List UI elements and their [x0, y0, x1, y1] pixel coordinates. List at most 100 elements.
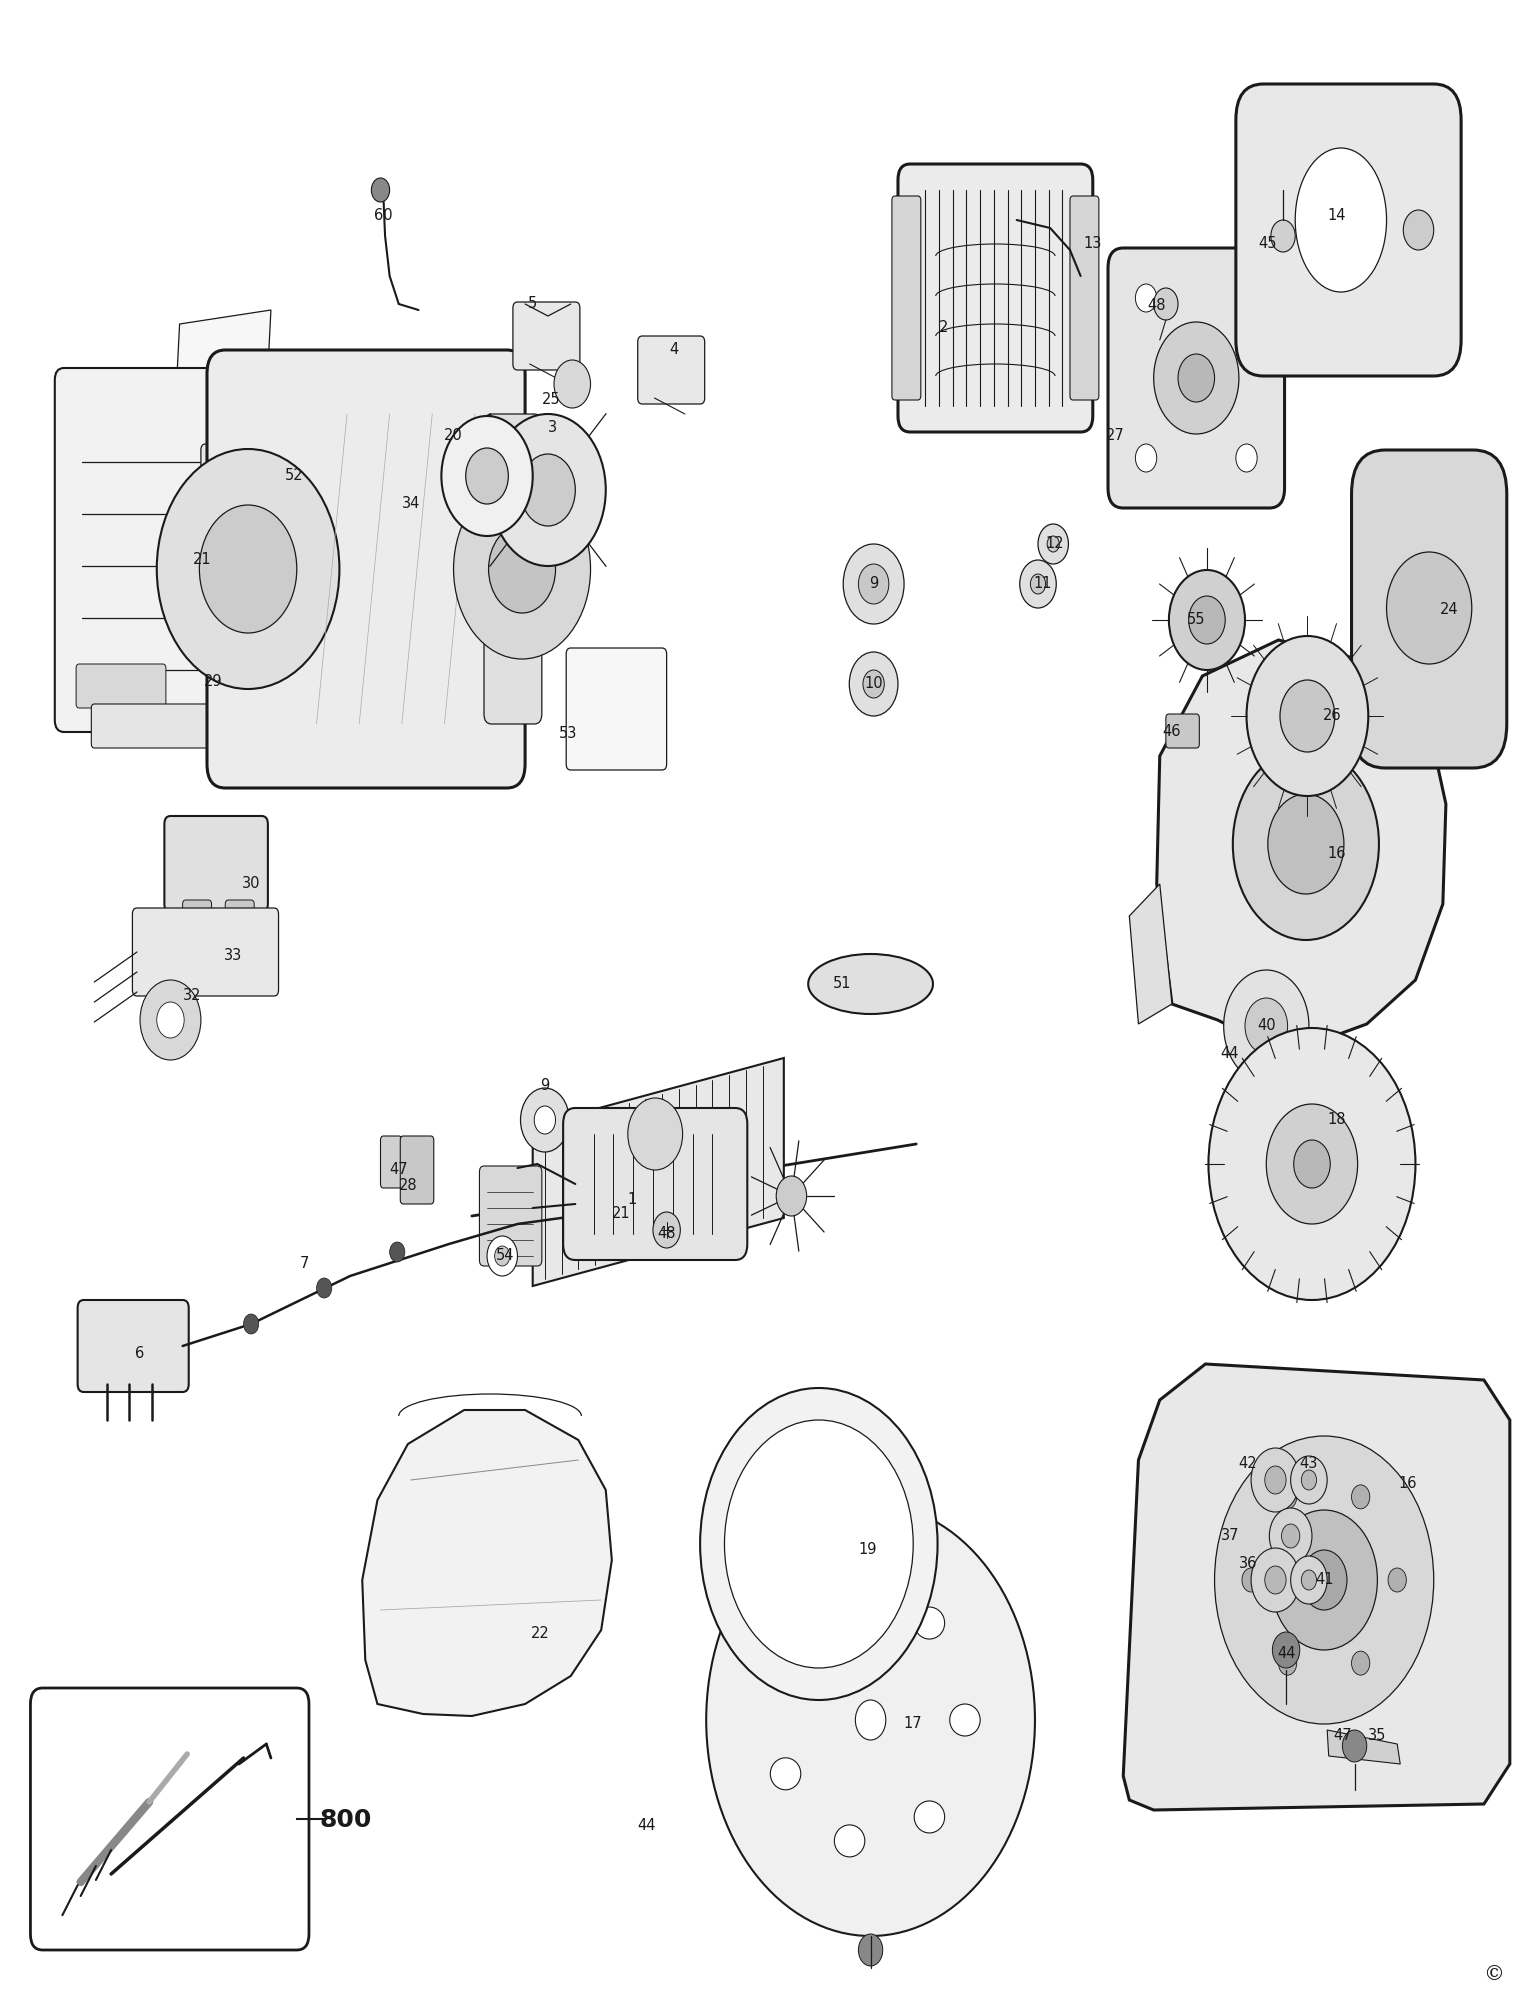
Polygon shape — [1327, 1730, 1400, 1764]
Circle shape — [1020, 560, 1056, 608]
Circle shape — [1215, 1436, 1434, 1724]
Text: 34: 34 — [402, 496, 420, 512]
Ellipse shape — [770, 1650, 801, 1682]
Circle shape — [534, 1106, 556, 1134]
Circle shape — [140, 980, 201, 1060]
Circle shape — [629, 1098, 682, 1170]
FancyBboxPatch shape — [183, 900, 212, 932]
Text: 20: 20 — [444, 428, 463, 444]
Circle shape — [1265, 1566, 1286, 1594]
Circle shape — [863, 670, 884, 698]
FancyBboxPatch shape — [78, 1300, 189, 1392]
Circle shape — [1233, 748, 1379, 940]
Text: 41: 41 — [1315, 1572, 1333, 1588]
FancyBboxPatch shape — [563, 1108, 747, 1260]
Text: 800: 800 — [320, 1808, 371, 1832]
Circle shape — [724, 1420, 913, 1668]
FancyBboxPatch shape — [132, 908, 279, 996]
Text: 35: 35 — [1368, 1728, 1387, 1744]
FancyBboxPatch shape — [1352, 450, 1507, 768]
Circle shape — [1301, 1470, 1317, 1490]
FancyBboxPatch shape — [164, 816, 268, 912]
Text: 51: 51 — [833, 976, 851, 992]
FancyBboxPatch shape — [55, 368, 222, 732]
Circle shape — [1278, 1652, 1297, 1676]
Circle shape — [1388, 1568, 1406, 1592]
Text: 3: 3 — [548, 420, 557, 436]
Circle shape — [1291, 1556, 1327, 1604]
Circle shape — [1387, 552, 1472, 664]
Text: 46: 46 — [1163, 724, 1181, 740]
Circle shape — [554, 360, 591, 408]
Circle shape — [317, 1278, 332, 1298]
Text: 6: 6 — [135, 1346, 145, 1362]
Ellipse shape — [915, 1608, 945, 1640]
Circle shape — [1135, 444, 1157, 472]
Text: 14: 14 — [1327, 208, 1345, 224]
Text: 26: 26 — [1323, 708, 1341, 724]
Circle shape — [1224, 970, 1309, 1082]
Text: 47: 47 — [1333, 1728, 1352, 1744]
Text: 4: 4 — [670, 342, 679, 358]
Circle shape — [1169, 570, 1245, 670]
Circle shape — [1271, 220, 1295, 252]
Circle shape — [1251, 1448, 1300, 1512]
Circle shape — [1047, 536, 1059, 552]
Text: 13: 13 — [1084, 236, 1102, 252]
Text: 21: 21 — [612, 1206, 630, 1222]
Circle shape — [1352, 1484, 1370, 1508]
FancyBboxPatch shape — [898, 164, 1093, 432]
FancyBboxPatch shape — [201, 444, 244, 656]
Circle shape — [1291, 1456, 1327, 1504]
Circle shape — [1271, 1510, 1377, 1650]
Circle shape — [199, 504, 297, 632]
Circle shape — [1342, 1730, 1367, 1762]
FancyBboxPatch shape — [638, 336, 705, 404]
FancyBboxPatch shape — [1108, 248, 1285, 508]
Text: 5: 5 — [528, 296, 537, 312]
FancyBboxPatch shape — [225, 900, 254, 932]
Circle shape — [1236, 284, 1257, 312]
Circle shape — [454, 478, 591, 660]
FancyBboxPatch shape — [91, 704, 212, 748]
Circle shape — [521, 1088, 569, 1152]
Text: ©: © — [1482, 1964, 1504, 1984]
Text: 27: 27 — [1106, 428, 1125, 444]
Circle shape — [1280, 680, 1335, 752]
FancyBboxPatch shape — [380, 1136, 402, 1188]
Text: 11: 11 — [1033, 576, 1052, 592]
Circle shape — [1135, 284, 1157, 312]
Circle shape — [700, 1388, 938, 1700]
Circle shape — [157, 1002, 184, 1038]
Text: 42: 42 — [1239, 1456, 1257, 1472]
Text: 24: 24 — [1440, 602, 1458, 618]
Circle shape — [441, 416, 533, 536]
Text: 25: 25 — [542, 392, 560, 408]
Circle shape — [849, 652, 898, 716]
Circle shape — [1030, 574, 1046, 594]
Circle shape — [490, 414, 606, 566]
Polygon shape — [175, 310, 271, 414]
Text: 52: 52 — [285, 468, 303, 484]
Text: 54: 54 — [496, 1248, 514, 1264]
Circle shape — [157, 450, 339, 688]
Circle shape — [1301, 1550, 1347, 1610]
Text: 37: 37 — [1221, 1528, 1239, 1544]
Circle shape — [855, 1700, 886, 1740]
Polygon shape — [1157, 640, 1446, 1044]
Circle shape — [1247, 636, 1368, 796]
Circle shape — [1154, 288, 1178, 320]
Text: 18: 18 — [1327, 1112, 1345, 1128]
Circle shape — [390, 1242, 405, 1262]
Text: 44: 44 — [1277, 1646, 1295, 1662]
Ellipse shape — [1295, 148, 1387, 292]
Circle shape — [1038, 524, 1068, 564]
FancyBboxPatch shape — [1070, 196, 1099, 400]
Circle shape — [489, 524, 556, 612]
Text: 21: 21 — [193, 552, 212, 568]
Text: 60: 60 — [374, 208, 393, 224]
Circle shape — [858, 1934, 883, 1966]
Circle shape — [1272, 1632, 1300, 1668]
Ellipse shape — [834, 1824, 864, 1856]
Text: 32: 32 — [183, 988, 201, 1004]
